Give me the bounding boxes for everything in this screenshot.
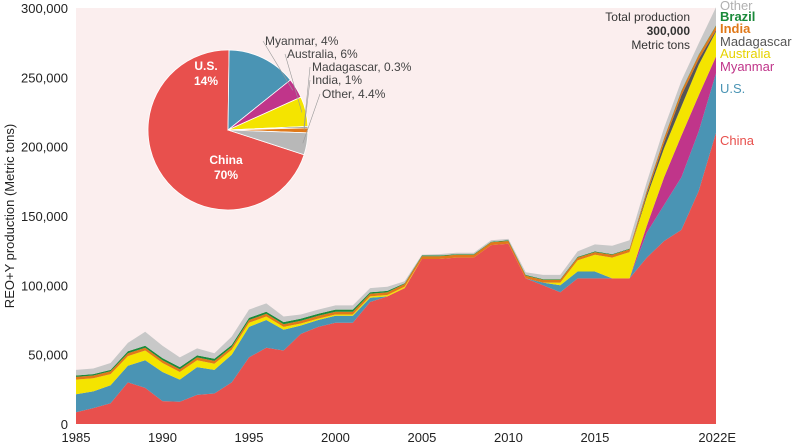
stacked-area-layers xyxy=(76,7,716,425)
area-china xyxy=(76,132,716,425)
pie-pct-china: 70% xyxy=(214,168,238,182)
y-tick-label: 200,000 xyxy=(21,140,68,155)
pie-label-madagascar: Madagascar, 0.3% xyxy=(312,60,412,74)
y-tick-label: 50,000 xyxy=(28,348,68,363)
area-australia xyxy=(76,31,716,395)
legend-australia: Australia xyxy=(720,46,771,61)
total-production-annotation: Total production 300,000 Metric tons xyxy=(605,10,690,52)
x-tick-label: 1985 xyxy=(62,430,91,445)
pie-label-other: Other, 4.4% xyxy=(322,87,386,101)
y-axis-title: REO+Y production (Metric tons) xyxy=(2,124,17,308)
area-u-s- xyxy=(76,73,716,413)
pie-leader-line xyxy=(302,93,321,144)
x-tick-label: 1990 xyxy=(148,430,177,445)
y-tick-label: 250,000 xyxy=(21,70,68,85)
legend-china: China xyxy=(720,133,755,148)
legend-myanmar: Myanmar xyxy=(720,59,775,74)
legend-madagascar: Madagascar xyxy=(720,34,792,49)
y-tick-label: 0 xyxy=(61,417,68,432)
x-tick-label: 2015 xyxy=(580,430,609,445)
pie-leader-line xyxy=(262,40,294,91)
total-production-line1: Total production xyxy=(605,10,690,24)
x-tick-label: 2010 xyxy=(494,430,523,445)
y-tick-label: 300,000 xyxy=(21,1,68,16)
total-production-value: 300,000 xyxy=(647,24,691,38)
pie-pct-u-s-: 14% xyxy=(194,74,218,88)
x-tick-label: 2022E xyxy=(698,430,736,445)
y-axis: 0 50,000 100,000 150,000 200,000 250,000 300,0… xyxy=(21,1,68,432)
x-axis: 1985 1990 1995 2000 2005 2010 2015 2022E xyxy=(62,430,737,445)
legend-other: Other xyxy=(720,0,753,13)
pie-label-myanmar: Myanmar, 4% xyxy=(265,34,339,48)
pie-label-china: China xyxy=(209,153,243,167)
pie-leader-line xyxy=(284,53,303,113)
pie-chart-share-2022 xyxy=(147,49,309,211)
legend-brazil: Brazil xyxy=(720,9,755,24)
pie-label-india: India, 1% xyxy=(312,73,362,87)
legend-india: India xyxy=(720,21,751,36)
total-production-unit: Metric tons xyxy=(631,38,690,52)
x-tick-label: 2005 xyxy=(407,430,436,445)
pie-leader-line xyxy=(303,79,311,131)
y-tick-label: 100,000 xyxy=(21,278,68,293)
area-other xyxy=(76,7,716,376)
x-tick-label: 1995 xyxy=(235,430,264,445)
pie-label-australia: Australia, 6% xyxy=(287,47,358,61)
pie-label-u-s-: U.S. xyxy=(194,59,217,73)
pie-leader-line xyxy=(303,66,311,128)
y-tick-label: 150,000 xyxy=(21,209,68,224)
series-legend: OtherBrazilIndiaMadagascarAustraliaMyanm… xyxy=(720,0,792,148)
legend-u-s-: U.S. xyxy=(720,81,745,96)
pie-slice-other xyxy=(227,129,309,156)
pie-slice-china xyxy=(147,49,305,211)
x-tick-label: 2000 xyxy=(321,430,350,445)
pie-slice-u-s- xyxy=(227,49,291,131)
